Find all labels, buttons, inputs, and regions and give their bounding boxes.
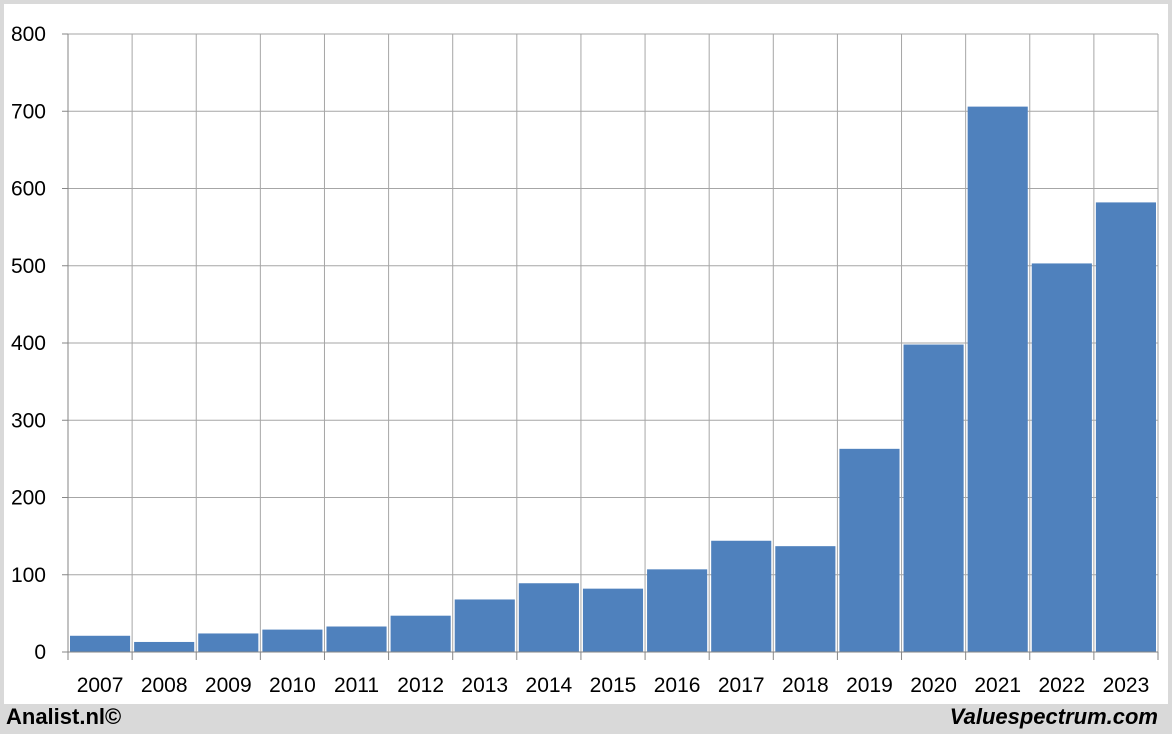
bar-2019 (839, 448, 900, 652)
bar-layer (70, 106, 1156, 653)
bar-2015 (582, 588, 644, 652)
bar-2007 (70, 635, 131, 652)
valuespectrum-credit: Valuespectrum.com (949, 704, 1158, 729)
axis-layer (62, 33, 1159, 660)
x-tick-label: 2023 (1103, 674, 1150, 697)
x-tick-label: 2011 (334, 674, 379, 697)
x-tick-label: 2020 (910, 674, 957, 697)
x-tick-label: 2014 (526, 674, 573, 697)
bar-2009 (198, 633, 259, 652)
bar-2021 (967, 106, 1028, 653)
x-tick-label: 2015 (590, 674, 637, 697)
bar-2008 (134, 641, 195, 652)
y-tick-label: 300 (11, 409, 46, 432)
x-tick-label: 2010 (269, 674, 316, 697)
y-tick-label: 100 (11, 564, 46, 587)
x-tick-label: 2019 (846, 674, 893, 697)
bar-2013 (454, 599, 515, 652)
x-tick-label: 2022 (1038, 674, 1085, 697)
bar-2022 (1031, 263, 1092, 652)
label-layer: 0 100 200 300 400 500 600 700 800 2007 2008 2009 201… (11, 23, 1149, 697)
bar-2010 (262, 629, 323, 652)
analist-credit: Analist.nl© (6, 704, 122, 729)
x-tick-label: 2008 (141, 674, 188, 697)
y-tick-label: 600 (11, 178, 46, 201)
y-tick-label: 200 (11, 487, 46, 510)
x-tick-label: 2017 (718, 674, 765, 697)
y-tick-label: 0 (34, 641, 46, 664)
bar-2014 (518, 583, 579, 652)
bar-2018 (775, 546, 836, 652)
bar-2017 (711, 540, 772, 652)
y-tick-label: 400 (11, 332, 46, 355)
x-tick-label: 2013 (461, 674, 508, 697)
x-tick-label: 2012 (397, 674, 444, 697)
x-tick-label: 2021 (974, 674, 1021, 697)
bar-2020 (903, 344, 964, 652)
bar-2012 (390, 615, 451, 652)
y-tick-label: 800 (11, 23, 46, 46)
x-tick-label: 2016 (654, 674, 701, 697)
bar-2023 (1095, 202, 1156, 652)
x-tick-label: 2007 (77, 674, 124, 697)
bar-2016 (647, 569, 708, 652)
y-tick-label: 500 (11, 255, 46, 278)
bar-2011 (326, 626, 387, 652)
x-tick-label: 2009 (205, 674, 252, 697)
x-tick-label: 2018 (782, 674, 829, 697)
y-tick-label: 700 (11, 100, 46, 123)
